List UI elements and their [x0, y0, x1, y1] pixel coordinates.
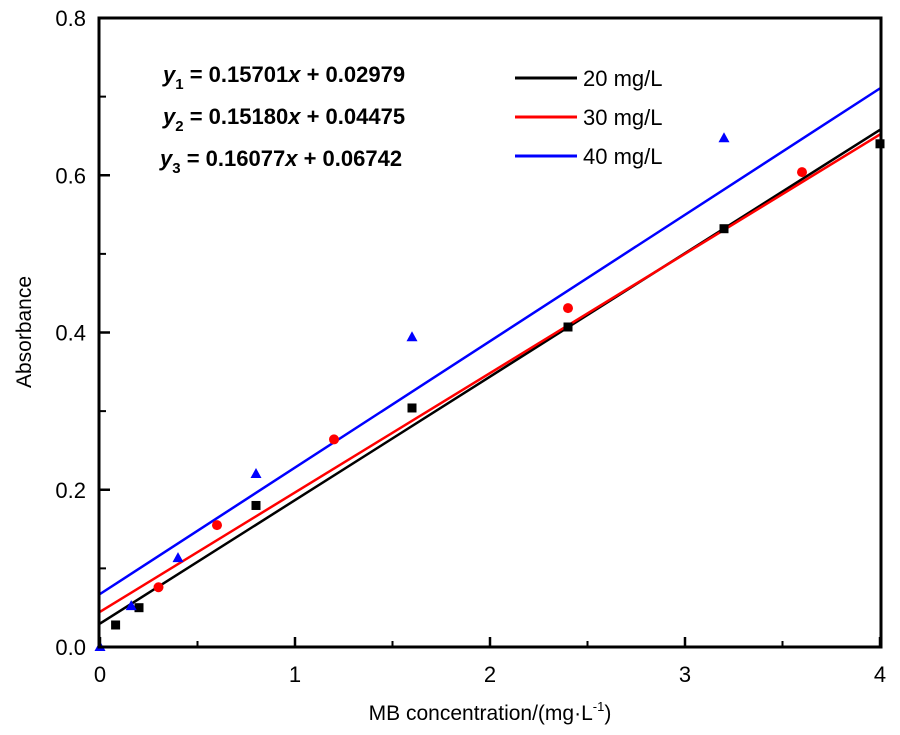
- equation-xvar: x: [287, 62, 301, 87]
- data-point-triangle: [250, 468, 262, 479]
- data-point-circle: [563, 303, 573, 314]
- equation-xvar: x: [287, 104, 301, 129]
- data-point-circle: [212, 520, 222, 531]
- tick-labels: 0 1 2 3 4 0.0 0.2 0.4 0.6 0.8: [55, 6, 886, 687]
- fit-line-30-mg-l: [99, 133, 881, 613]
- y-axis-title: Absorbance: [13, 276, 36, 388]
- legend-label: 30 mg/L: [583, 105, 663, 130]
- legend-label: 20 mg/L: [583, 66, 663, 91]
- fit-equation: y1 = 0.15701x + 0.02979: [162, 62, 405, 93]
- data-point-triangle: [172, 552, 184, 563]
- x-tick-label: 1: [289, 662, 301, 687]
- legend-item: 30 mg/L: [515, 105, 663, 130]
- x-axis-title-main: MB concentration/(mg·L: [369, 702, 593, 725]
- x-axis-title: MB concentration/(mg·L-1): [369, 699, 612, 725]
- equation-intercept: + 0.06742: [297, 146, 402, 171]
- y-tick-label: 0.0: [55, 635, 86, 660]
- fit-equation: y3 = 0.16077x + 0.06742: [159, 146, 402, 177]
- equation-subscript: 1: [175, 76, 183, 93]
- data-point-triangle: [406, 331, 418, 342]
- y-tick-label: 0.2: [55, 478, 86, 503]
- equation-slope: = 0.15701: [184, 62, 289, 87]
- data-point-triangle: [125, 600, 137, 611]
- fit-line-20-mg-l: [99, 128, 881, 625]
- data-point-circle: [329, 434, 339, 445]
- fit-equation: y2 = 0.15180x + 0.04475: [162, 104, 405, 135]
- y-tick-label: 0.4: [55, 321, 86, 346]
- fit-line-40-mg-l: [99, 87, 881, 596]
- legend-item: 20 mg/L: [515, 66, 663, 91]
- equation-var: y: [162, 104, 177, 129]
- equation-slope: = 0.15180: [184, 104, 289, 129]
- data-point-square: [251, 500, 261, 510]
- equation-subscript: 3: [172, 160, 180, 177]
- legend: 20 mg/L 30 mg/L 40 mg/L: [515, 66, 663, 169]
- legend-label: 40 mg/L: [583, 144, 663, 169]
- fit-lines: [99, 87, 881, 625]
- legend-item: 40 mg/L: [515, 144, 663, 169]
- data-point-circle: [153, 582, 164, 593]
- data-point-square: [407, 403, 417, 413]
- equation-intercept: + 0.02979: [300, 62, 405, 87]
- x-tick-label: 3: [679, 662, 691, 687]
- data-point-square: [111, 620, 121, 630]
- equation-xvar: x: [284, 146, 298, 171]
- data-point-square: [134, 603, 144, 613]
- x-tick-label: 4: [874, 662, 886, 687]
- data-point-square: [719, 224, 729, 234]
- data-point-square: [563, 322, 573, 332]
- axis-ticks: [98, 16, 882, 649]
- x-tick-label: 0: [94, 662, 106, 687]
- y-tick-label: 0.6: [55, 163, 86, 188]
- x-axis-title-end: ): [604, 702, 611, 725]
- equation-var: y: [159, 146, 174, 171]
- y-tick-label: 0.8: [55, 6, 86, 31]
- equation-intercept: + 0.04475: [300, 104, 405, 129]
- equation-var: y: [162, 62, 177, 87]
- equation-slope: = 0.16077: [181, 146, 286, 171]
- x-tick-label: 2: [484, 662, 496, 687]
- equation-subscript: 2: [175, 118, 183, 135]
- data-point-circle: [797, 167, 807, 178]
- data-point-triangle: [718, 132, 730, 143]
- x-axis-title-sup: -1: [593, 699, 605, 714]
- data-markers: [94, 132, 885, 651]
